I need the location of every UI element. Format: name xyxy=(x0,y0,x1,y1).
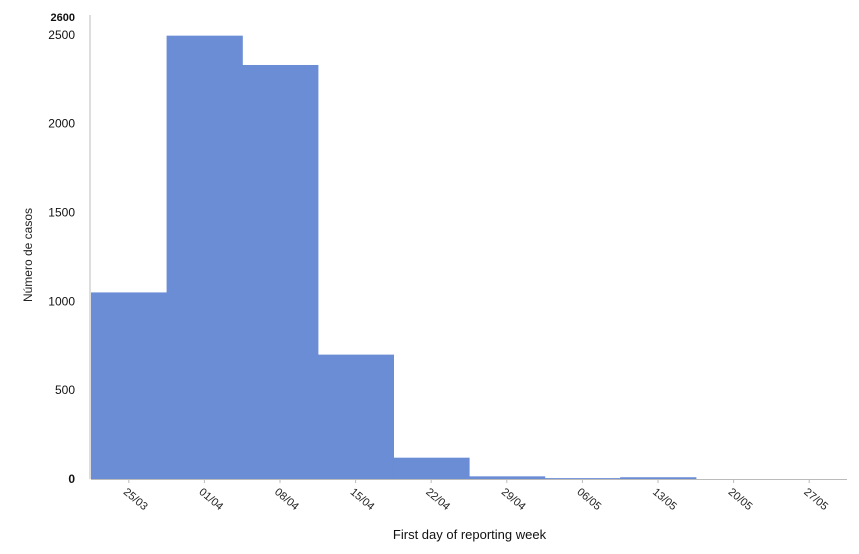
x-tick-label-22-04: 22/04 xyxy=(423,486,452,513)
bars-layer xyxy=(91,35,697,479)
x-tick-label-20-05: 20/05 xyxy=(726,486,755,513)
y-tick-label-1500: 1500 xyxy=(48,205,75,219)
bar-08-04 xyxy=(242,64,319,479)
x-tick-label-25-03: 25/03 xyxy=(121,486,150,513)
x-tick-label-29-04: 29/04 xyxy=(499,486,528,513)
bar-25-03 xyxy=(91,292,168,479)
bar-13-05 xyxy=(620,477,697,479)
y-tick-label-500: 500 xyxy=(55,383,75,397)
bar-01-04 xyxy=(166,35,243,479)
y-axis: 0 500 1000 1500 2000 2500 2600 xyxy=(48,12,91,486)
x-axis-title: First day of reporting week xyxy=(392,527,547,542)
y-tick-label-2600: 2600 xyxy=(51,12,75,24)
x-axis: 25/03 01/04 08/04 15/04 22/04 29/04 06/05 13/05… xyxy=(91,479,847,513)
bar-15-04 xyxy=(317,354,394,479)
x-tick-label-27-05: 27/05 xyxy=(801,486,830,513)
bar-22-04 xyxy=(393,457,470,479)
x-tick-label-15-04: 15/04 xyxy=(348,486,377,513)
x-tick-label-06-05: 06/05 xyxy=(574,486,603,513)
x-tick-label-13-05: 13/05 xyxy=(650,486,679,513)
y-axis-title: Número de casos xyxy=(21,207,35,303)
y-tick-label-0: 0 xyxy=(68,472,75,486)
y-tick-label-2000: 2000 xyxy=(48,117,75,131)
x-tick-label-08-04: 08/04 xyxy=(272,486,301,513)
bar-06-05 xyxy=(544,478,621,479)
y-tick-label-1000: 1000 xyxy=(48,294,75,308)
bar-29-04 xyxy=(469,476,546,479)
x-tick-label-01-04: 01/04 xyxy=(196,486,225,513)
y-tick-label-2500: 2500 xyxy=(48,28,75,42)
